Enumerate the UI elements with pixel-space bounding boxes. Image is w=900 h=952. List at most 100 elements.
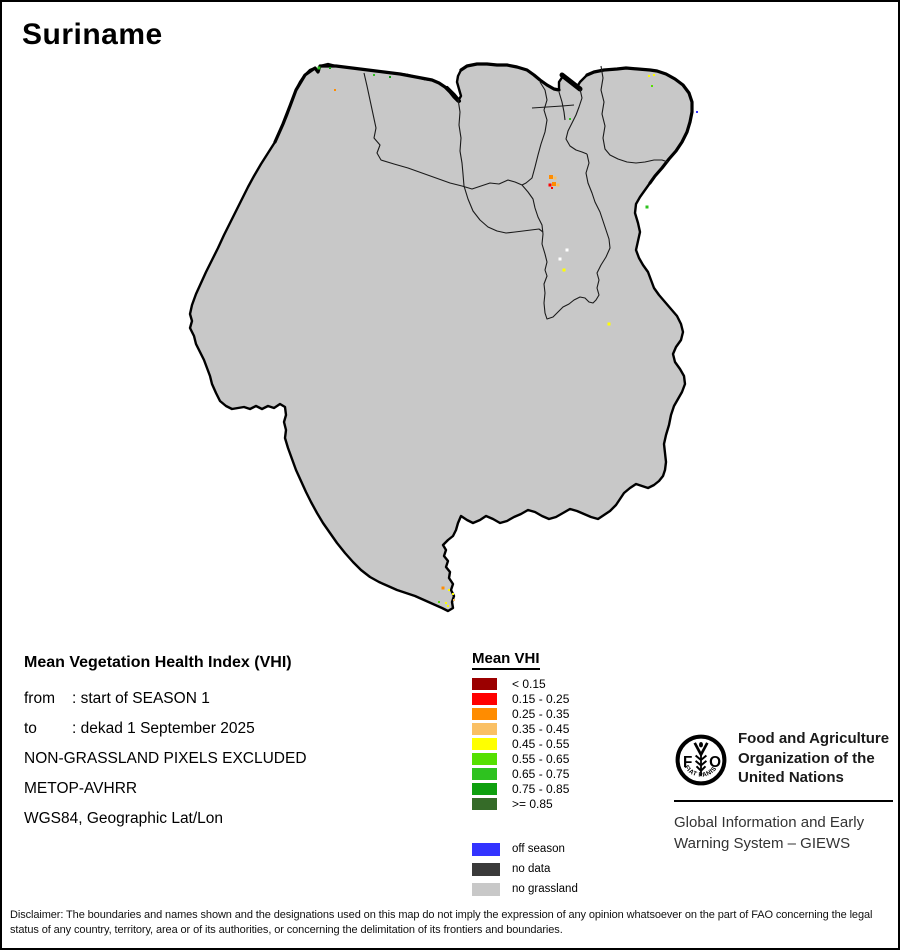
legend-row: 0.25 - 0.35 bbox=[472, 706, 578, 721]
legend-swatch bbox=[472, 767, 497, 780]
fao-org-name: Food and Agriculture Organization of the… bbox=[738, 729, 889, 788]
legend-row: 0.15 - 0.25 bbox=[472, 691, 578, 706]
map-info-block: Mean Vegetation Health Index (VHI) from:… bbox=[24, 654, 454, 834]
fao-org-line2: Organization of the bbox=[738, 749, 875, 767]
legend-extra-swatch bbox=[472, 882, 500, 896]
info-to-label: to bbox=[24, 720, 37, 737]
vhi-pixel bbox=[441, 586, 445, 590]
info-from-label: from bbox=[24, 690, 55, 707]
legend-row: < 0.15 bbox=[472, 676, 578, 691]
page-title: Suriname bbox=[22, 18, 163, 51]
legend-extra-row: no data bbox=[472, 859, 578, 879]
legend-extra-label: no grassland bbox=[512, 883, 578, 895]
legend-row: 0.65 - 0.75 bbox=[472, 766, 578, 781]
legend-row: >= 0.85 bbox=[472, 796, 578, 811]
legend-swatch bbox=[472, 722, 497, 735]
legend-label: >= 0.85 bbox=[512, 796, 553, 811]
vhi-pixel bbox=[549, 175, 553, 179]
legend-extra-row: off season bbox=[472, 839, 578, 859]
vhi-pixel bbox=[448, 589, 450, 591]
fao-divider bbox=[674, 800, 893, 802]
legend-row: 0.45 - 0.55 bbox=[472, 736, 578, 751]
fao-block: F O FIAT PANIS Food and Agriculture Orga… bbox=[674, 729, 894, 854]
legend-swatch bbox=[472, 737, 497, 750]
legend-row: 0.55 - 0.65 bbox=[472, 751, 578, 766]
vhi-pixel bbox=[453, 599, 455, 601]
legend-extra-label: no data bbox=[512, 863, 551, 875]
vhi-pixel bbox=[556, 183, 560, 187]
legend-label: 0.65 - 0.75 bbox=[512, 766, 570, 781]
info-to-value: : dekad 1 September 2025 bbox=[72, 720, 255, 737]
legend-class-rows: < 0.15 0.15 - 0.25 0.25 - 0.35 0.35 - 0.45 0… bbox=[472, 676, 578, 811]
legend-row: 0.35 - 0.45 bbox=[472, 721, 578, 736]
fao-header: F O FIAT PANIS Food and Agriculture Orga… bbox=[674, 729, 894, 788]
coastline bbox=[273, 62, 694, 185]
legend-swatch bbox=[472, 707, 497, 720]
legend-swatch bbox=[472, 782, 497, 795]
legend-label: 0.55 - 0.65 bbox=[512, 751, 570, 766]
vhi-pixel bbox=[452, 593, 454, 595]
fao-logo-icon: F O FIAT PANIS bbox=[675, 734, 727, 786]
vhi-pixel bbox=[651, 85, 653, 87]
info-from-value: : start of SEASON 1 bbox=[72, 690, 210, 707]
info-row-to: to : dekad 1 September 2025 bbox=[24, 714, 454, 744]
vhi-pixel bbox=[562, 268, 566, 272]
district-boundaries bbox=[363, 65, 669, 320]
legend-extra-row: no grassland bbox=[472, 879, 578, 899]
vhi-pixel bbox=[551, 187, 553, 189]
giews-line2: Warning System – GIEWS bbox=[674, 835, 851, 852]
country-shape bbox=[188, 62, 694, 613]
vhi-pixel bbox=[558, 257, 562, 261]
info-row-from: from : start of SEASON 1 bbox=[24, 684, 454, 714]
info-heading: Mean Vegetation Health Index (VHI) bbox=[24, 654, 292, 671]
legend-swatch bbox=[472, 677, 497, 690]
vhi-pixel bbox=[565, 248, 569, 252]
legend-label: 0.45 - 0.55 bbox=[512, 736, 570, 751]
river-mouth-mark bbox=[559, 72, 583, 92]
legend-swatch bbox=[472, 692, 497, 705]
legend-extra-label: off season bbox=[512, 843, 565, 855]
vhi-pixel bbox=[648, 75, 650, 77]
legend-row: 0.75 - 0.85 bbox=[472, 781, 578, 796]
legend-title: Mean VHI bbox=[472, 650, 540, 670]
vhi-pixel bbox=[548, 183, 552, 187]
fao-org-line1: Food and Agriculture bbox=[738, 730, 890, 747]
legend-label: 0.35 - 0.45 bbox=[512, 721, 570, 736]
vhi-pixel bbox=[373, 74, 375, 76]
legend-extra-rows: off season no data no grassland bbox=[472, 839, 578, 899]
vhi-pixel bbox=[438, 601, 440, 603]
vhi-pixel bbox=[553, 176, 557, 180]
vhi-pixel bbox=[552, 182, 556, 186]
vhi-pixel bbox=[607, 322, 611, 326]
vhi-pixel bbox=[653, 74, 655, 76]
info-line-exclusion: NON-GRASSLAND PIXELS EXCLUDED bbox=[24, 750, 307, 767]
vhi-pixel bbox=[569, 118, 571, 120]
vhi-pixel bbox=[334, 89, 336, 91]
vhi-pixel bbox=[645, 205, 649, 209]
vhi-pixel bbox=[317, 66, 321, 70]
giews-line1: Global Information and Early bbox=[674, 814, 865, 831]
legend-label: 0.75 - 0.85 bbox=[512, 781, 570, 796]
info-line-sensor: METOP-AVHRR bbox=[24, 780, 138, 797]
legend-extra-swatch bbox=[472, 862, 500, 876]
coppename-mouth-mark bbox=[445, 86, 461, 103]
legend-swatch bbox=[472, 752, 497, 765]
fao-org-line3: United Nations bbox=[738, 769, 844, 786]
svg-text:F: F bbox=[683, 754, 692, 771]
vhi-pixel bbox=[696, 111, 698, 113]
legend-label: < 0.15 bbox=[512, 676, 546, 691]
svg-text:O: O bbox=[709, 754, 721, 771]
disclaimer-text: Disclaimer: The boundaries and names sho… bbox=[10, 909, 873, 936]
vhi-pixel bbox=[445, 602, 447, 604]
vhi-pixel bbox=[329, 67, 331, 69]
vhi-pixel bbox=[447, 605, 449, 607]
legend-label: 0.15 - 0.25 bbox=[512, 691, 570, 706]
legend-label: 0.25 - 0.35 bbox=[512, 706, 570, 721]
vhi-pixel-markers bbox=[317, 66, 698, 607]
legend-swatch bbox=[472, 797, 497, 810]
giews-unit-name: Global Information and Early Warning Sys… bbox=[674, 812, 894, 854]
legend-extra-swatch bbox=[472, 842, 500, 856]
info-line-projection: WGS84, Geographic Lat/Lon bbox=[24, 810, 224, 827]
